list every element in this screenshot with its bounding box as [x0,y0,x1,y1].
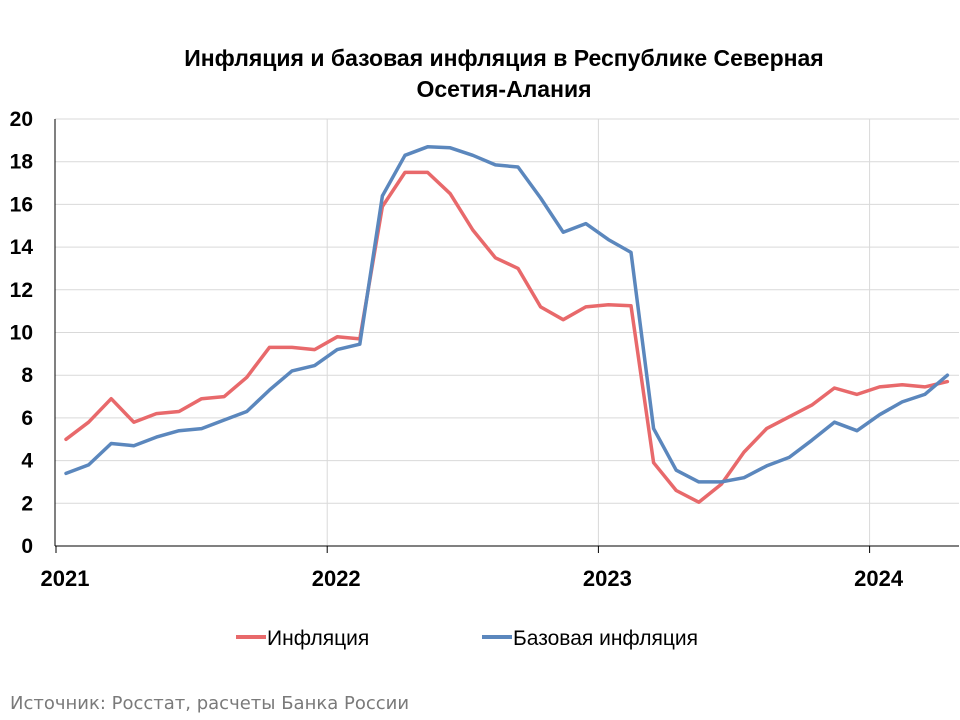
axes [54,119,959,553]
y-tick-label: 6 [21,407,33,430]
legend: Инфляция Базовая инфляция [236,627,698,650]
y-tick-label: 14 [10,236,34,259]
series-line-core-inflation [64,145,950,484]
x-tick-label: 2021 [41,566,90,591]
y-tick-label: 12 [10,279,33,302]
y-tick-label: 4 [21,450,33,473]
x-tick-label: 2022 [312,566,361,591]
y-tick-label: 18 [10,151,34,174]
legend-label-core-inflation: Базовая инфляция [513,627,698,650]
y-tick-label: 16 [10,193,33,216]
x-axis-ticks: 2021 2022 2023 2024 [41,566,904,591]
legend-label-inflation: Инфляция [267,627,369,650]
y-tick-label: 8 [21,364,33,387]
x-tick-label: 2023 [583,566,632,591]
series-line-inflation [64,170,950,504]
source-note: Источник: Росстат, расчеты Банка России [10,693,410,714]
gridlines [55,118,959,546]
y-tick-label: 2 [21,492,33,515]
chart-title-line-1: Инфляция и базовая инфляция в Республике… [184,45,823,71]
y-tick-label: 10 [10,322,33,345]
series-lines [64,145,950,504]
y-tick-label: 20 [10,108,33,131]
y-tick-label: 0 [21,535,33,558]
chart-title-line-2: Осетия-Алания [416,76,591,102]
y-axis-ticks: 0 2 4 6 8 10 12 14 16 18 20 [10,108,34,558]
x-tick-label: 2024 [854,566,904,591]
